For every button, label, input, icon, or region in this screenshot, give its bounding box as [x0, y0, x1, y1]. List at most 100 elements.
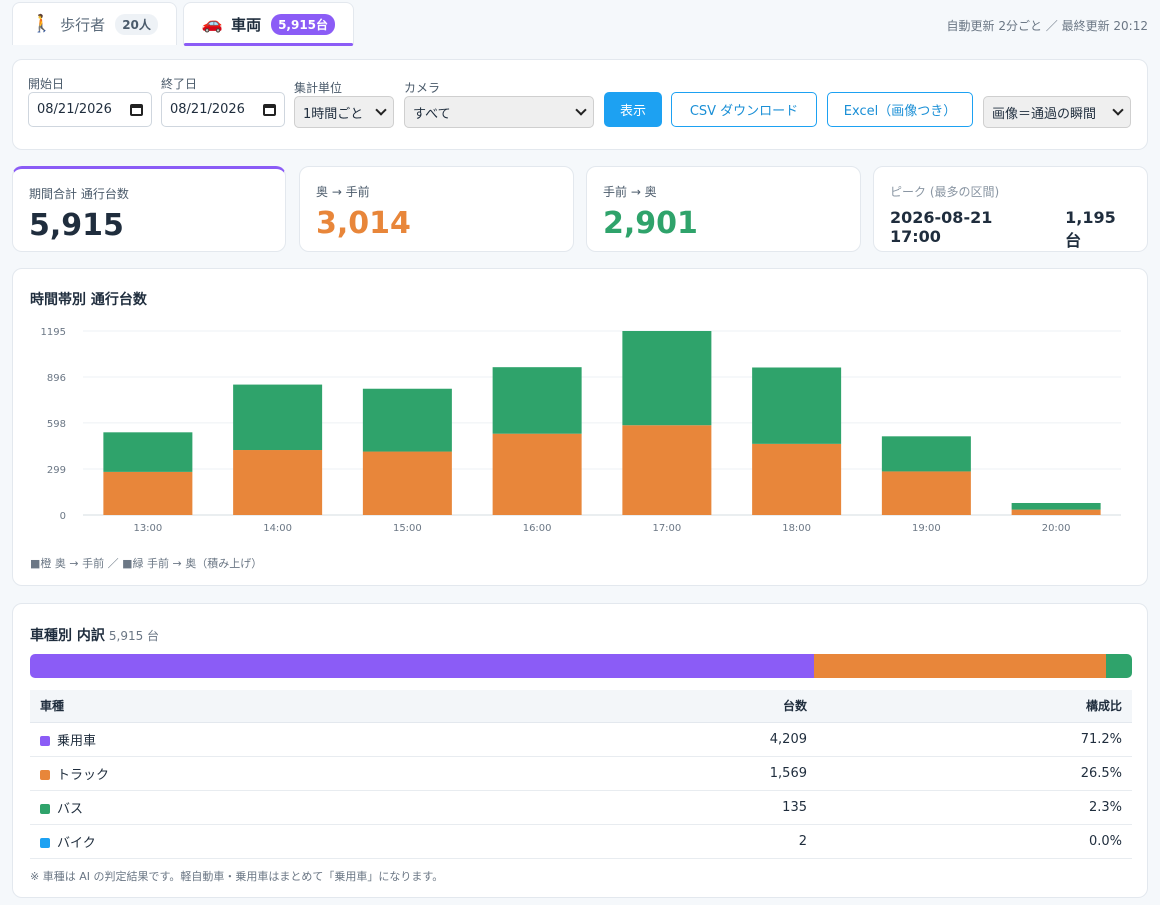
- bar-segment[interactable]: [233, 450, 323, 515]
- bar-segment[interactable]: [492, 367, 582, 434]
- end-date-value: 08/21/2026: [170, 102, 245, 117]
- csv-download-button[interactable]: CSV ダウンロード: [671, 92, 817, 127]
- share-segment: [814, 654, 1107, 678]
- excel-download-button[interactable]: Excel（画像つき）: [827, 92, 973, 127]
- end-date-input[interactable]: 08/21/2026: [161, 92, 285, 127]
- show-button[interactable]: 表示: [604, 92, 662, 127]
- header-type: 車種: [30, 690, 417, 723]
- start-date-input[interactable]: 08/21/2026: [28, 92, 152, 127]
- breakdown-title: 車種別 内訳: [30, 628, 105, 644]
- bar-segment[interactable]: [492, 433, 582, 515]
- tab-pedestrian[interactable]: 🚶 歩行者 20人: [12, 2, 177, 45]
- breakdown-table: 車種 台数 構成比 乗用車 4,209 71.2% トラック 1,569 26.…: [30, 690, 1132, 859]
- bar-segment[interactable]: [622, 425, 712, 515]
- color-swatch: [40, 735, 50, 746]
- share-segment: [30, 654, 815, 678]
- chevron-down-icon: [375, 104, 387, 116]
- y-tick-label: 1195: [41, 327, 66, 338]
- breakdown-note: ※ 車種は AI の判定結果です。軽自動車・乗用車はまとめて「乗用車」になります…: [30, 870, 444, 883]
- row-label: バイク: [57, 835, 96, 851]
- bar-segment[interactable]: [233, 384, 323, 451]
- y-tick-label: 0: [60, 511, 66, 522]
- kpi-front-to-back-label: 手前 → 奥: [603, 185, 657, 199]
- mode-tabs: 🚶 歩行者 20人 🚗 車両 5,915台: [12, 2, 355, 46]
- color-swatch: [40, 769, 50, 780]
- color-swatch: [40, 803, 50, 814]
- end-date-label: 終了日: [161, 77, 198, 91]
- kpi-peak-label: ピーク (最多の区間): [890, 185, 1000, 199]
- bar-segment[interactable]: [752, 443, 842, 515]
- bar-segment[interactable]: [622, 331, 712, 426]
- calendar-icon[interactable]: [130, 103, 143, 116]
- row-ratio: 26.5%: [817, 756, 1132, 791]
- x-tick-label: 14:00: [263, 523, 292, 534]
- car-icon: 🚗: [201, 14, 224, 34]
- color-swatch: [40, 837, 50, 848]
- x-tick-label: 16:00: [523, 523, 552, 534]
- vehicle-type-breakdown: 車種別 内訳 5,915 台 車種 台数 構成比 乗用車 4,209 71.2% …: [12, 603, 1148, 898]
- vehicle-share-bar: [30, 654, 1132, 678]
- row-ratio: 2.3%: [817, 790, 1132, 825]
- x-tick-label: 19:00: [912, 523, 941, 534]
- table-row: トラック 1,569 26.5%: [30, 756, 1132, 791]
- walking-person-icon: 🚶: [31, 14, 53, 34]
- kpi-total-label: 期間合計 通行台数: [29, 187, 129, 201]
- chart-legend: ■橙 奥 → 手前 ／ ■緑 手前 → 奥（積み上げ）: [30, 556, 262, 570]
- row-ratio: 0.0%: [817, 824, 1132, 859]
- kpi-total: 期間合計 通行台数 5,915: [12, 166, 286, 252]
- kpi-back-to-front-value: 3,014: [316, 206, 411, 241]
- row-count: 1,569: [417, 756, 817, 791]
- row-label: バス: [57, 801, 84, 817]
- vehicle-count-badge: 5,915台: [271, 13, 336, 35]
- unit-select[interactable]: 1時間ごと: [294, 96, 394, 128]
- x-tick-label: 20:00: [1042, 523, 1071, 534]
- tab-pedestrian-label: 歩行者: [60, 15, 106, 34]
- row-count: 4,209: [417, 722, 817, 757]
- chevron-down-icon: [1112, 104, 1124, 116]
- table-header-row: 車種 台数 構成比: [30, 690, 1132, 723]
- kpi-front-to-back: 手前 → 奥 2,901: [586, 166, 861, 252]
- x-tick-label: 17:00: [652, 523, 681, 534]
- row-label: 乗用車: [57, 733, 97, 749]
- chevron-down-icon: [575, 104, 587, 116]
- y-tick-label: 896: [47, 373, 66, 384]
- bar-segment[interactable]: [362, 451, 452, 515]
- bar-segment[interactable]: [103, 432, 193, 472]
- start-date-value: 08/21/2026: [37, 102, 112, 117]
- row-label: トラック: [57, 767, 110, 783]
- header-ratio: 構成比: [817, 690, 1132, 723]
- kpi-front-to-back-value: 2,901: [603, 206, 698, 241]
- bar-segment[interactable]: [881, 436, 971, 472]
- update-info: 自動更新 2分ごと ／ 最終更新 20:12: [946, 19, 1148, 33]
- bar-segment[interactable]: [103, 471, 193, 515]
- kpi-back-to-front-label: 奥 → 手前: [316, 185, 370, 199]
- filter-bar: 開始日 08/21/2026 終了日 08/21/2026 集計単位 1時間ごと…: [12, 59, 1148, 150]
- kpi-total-value: 5,915: [29, 208, 124, 243]
- bar-segment[interactable]: [1011, 509, 1101, 515]
- bar-segment[interactable]: [752, 367, 842, 444]
- kpi-peak-value: 1,195台: [1065, 208, 1116, 250]
- image-mode-select[interactable]: 画像＝通過の瞬間: [983, 96, 1131, 128]
- camera-select[interactable]: すべて: [404, 96, 594, 128]
- start-date-label: 開始日: [28, 77, 65, 91]
- kpi-back-to-front: 奥 → 手前 3,014: [299, 166, 574, 252]
- camera-label: カメラ: [404, 81, 441, 95]
- hourly-chart-card: 時間帯別 通行台数 0 299 598 896 1195 13:00 14:00 15:00 1…: [12, 268, 1148, 586]
- row-ratio: 71.2%: [817, 722, 1132, 757]
- unit-label: 集計単位: [294, 81, 343, 95]
- y-tick-label: 299: [47, 465, 66, 476]
- table-row: 乗用車 4,209 71.2%: [30, 722, 1132, 757]
- bar-segment[interactable]: [881, 471, 971, 515]
- kpi-peak: ピーク (最多の区間) 2026-08-21 17:00 1,195台: [873, 166, 1148, 252]
- calendar-icon[interactable]: [263, 103, 276, 116]
- bar-segment[interactable]: [1011, 502, 1101, 510]
- breakdown-subtitle: 5,915 台: [108, 629, 160, 643]
- tab-vehicle[interactable]: 🚗 車両 5,915台: [182, 2, 355, 46]
- table-row: バス 135 2.3%: [30, 790, 1132, 825]
- pedestrian-count-badge: 20人: [115, 13, 158, 35]
- header-count: 台数: [417, 690, 817, 723]
- x-tick-label: 13:00: [133, 523, 162, 534]
- table-row: バイク 2 0.0%: [30, 824, 1132, 859]
- camera-value: すべて: [413, 106, 451, 122]
- bar-segment[interactable]: [362, 388, 452, 452]
